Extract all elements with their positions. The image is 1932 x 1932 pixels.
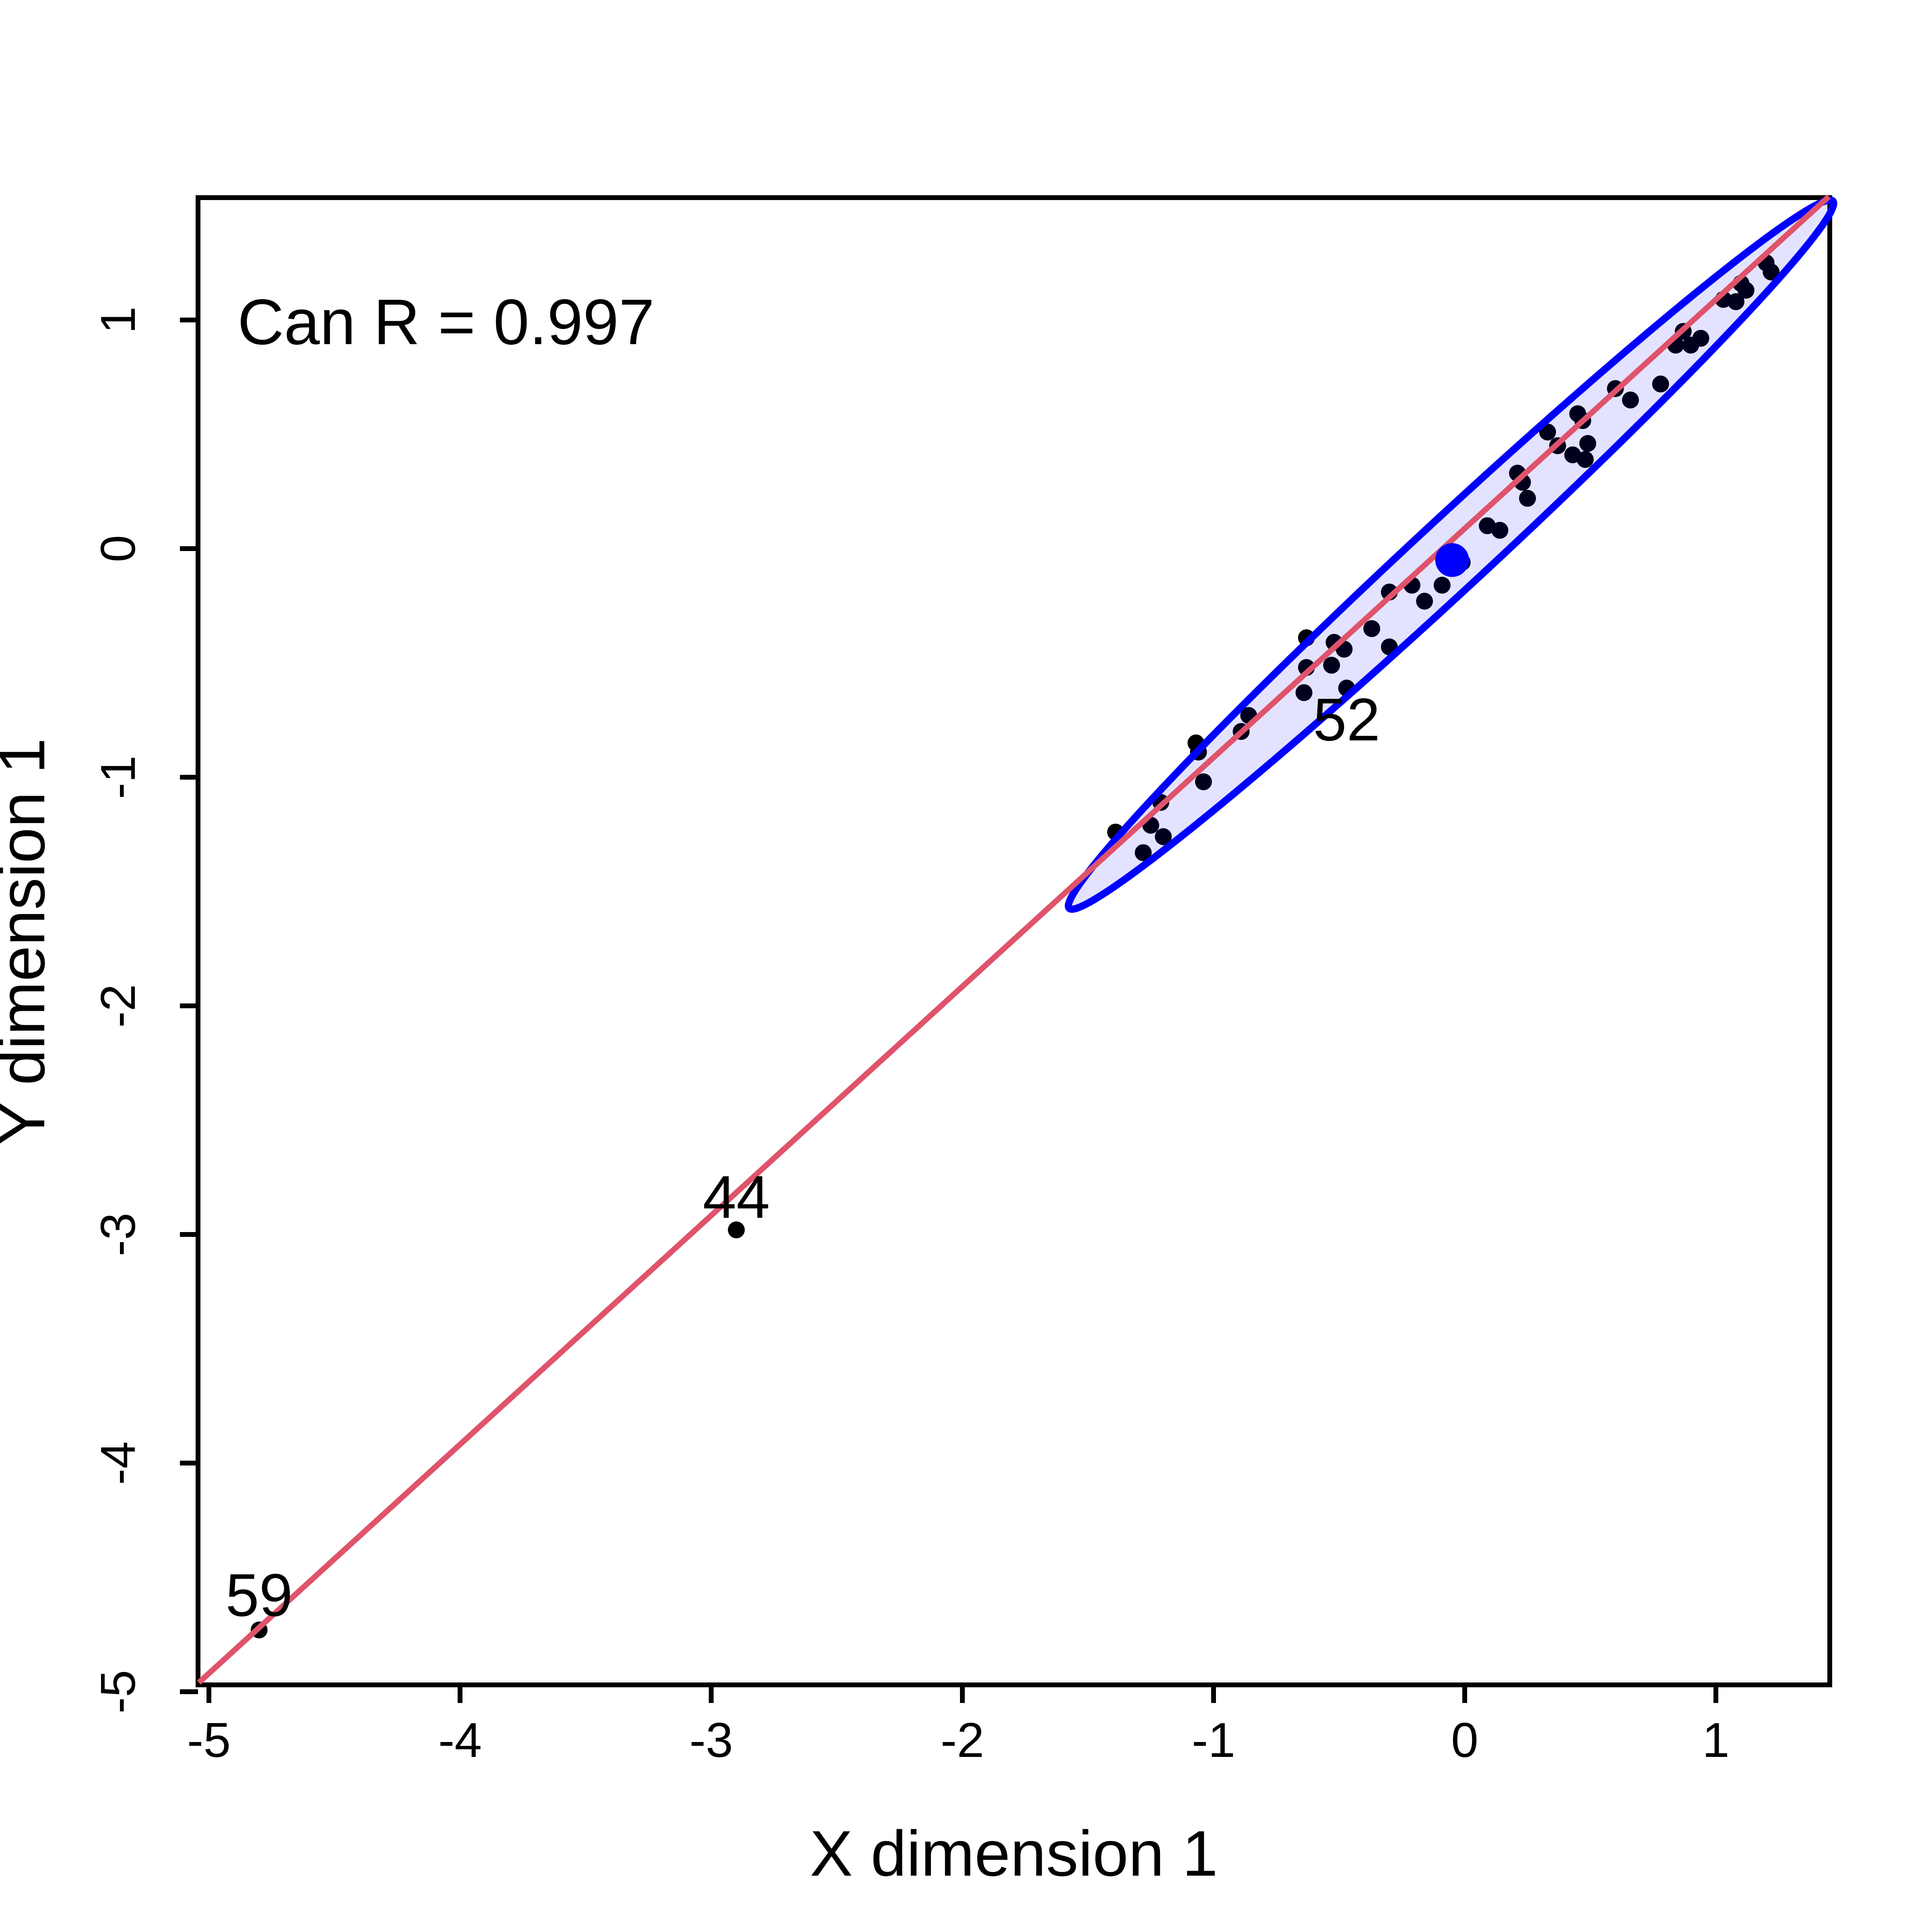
x-tick-label: -3: [689, 1713, 733, 1767]
x-tick-label: -5: [187, 1713, 231, 1767]
y-tick-label: -2: [91, 984, 145, 1028]
regression-line: [197, 194, 1831, 1685]
centroid-point: [1435, 543, 1469, 577]
point-label: 59: [225, 1561, 293, 1629]
y-tick-label: -5: [91, 1670, 145, 1713]
y-tick-label: -1: [91, 755, 145, 799]
x-tick-label: -1: [1192, 1713, 1235, 1767]
data-point: [1155, 828, 1172, 845]
axes-layer: -5 -4 -3 -2 -1 0 1 1 0 -1 -2 -3 -4 -5: [91, 306, 1730, 1767]
y-tick-label: 0: [91, 535, 145, 562]
data-point: [1727, 293, 1744, 310]
y-tick-label: -3: [91, 1213, 145, 1256]
x-tick-label: -2: [941, 1713, 984, 1767]
data-point: [1363, 620, 1381, 637]
x-axis-title: X dimension 1: [810, 1817, 1218, 1889]
data-point: [1737, 282, 1754, 299]
data-point: [1323, 656, 1340, 674]
data-point: [1491, 522, 1509, 539]
plot-box: [196, 195, 1832, 1687]
data-point: [1135, 844, 1152, 861]
data-point: [1692, 330, 1709, 347]
x-tick-label: 0: [1451, 1713, 1478, 1767]
data-point: [1433, 576, 1451, 594]
data-point: [1416, 592, 1433, 610]
point-label: 44: [703, 1163, 770, 1231]
y-tick-label: -4: [91, 1441, 145, 1485]
centroid-layer: [1435, 543, 1469, 577]
y-axis-title: Y dimension 1: [0, 738, 58, 1145]
data-point: [1577, 451, 1594, 468]
x-tick-label: 1: [1702, 1713, 1730, 1767]
data-point: [1579, 435, 1596, 452]
y-tick-label: 1: [91, 306, 145, 334]
data-point: [1652, 376, 1669, 393]
can-r-annotation: Can R = 0.997: [237, 286, 654, 358]
data-point: [1195, 773, 1212, 791]
data-point: [1763, 263, 1780, 281]
x-tick-label: -4: [438, 1713, 482, 1767]
line-layer: [197, 194, 1831, 1685]
data-point: [1295, 684, 1313, 701]
point-labels-layer: 59 44 52: [225, 685, 1380, 1629]
point-label: 52: [1313, 685, 1380, 753]
data-point: [1622, 391, 1639, 409]
data-point: [1519, 490, 1536, 507]
labeled-data-point: [728, 1221, 745, 1238]
